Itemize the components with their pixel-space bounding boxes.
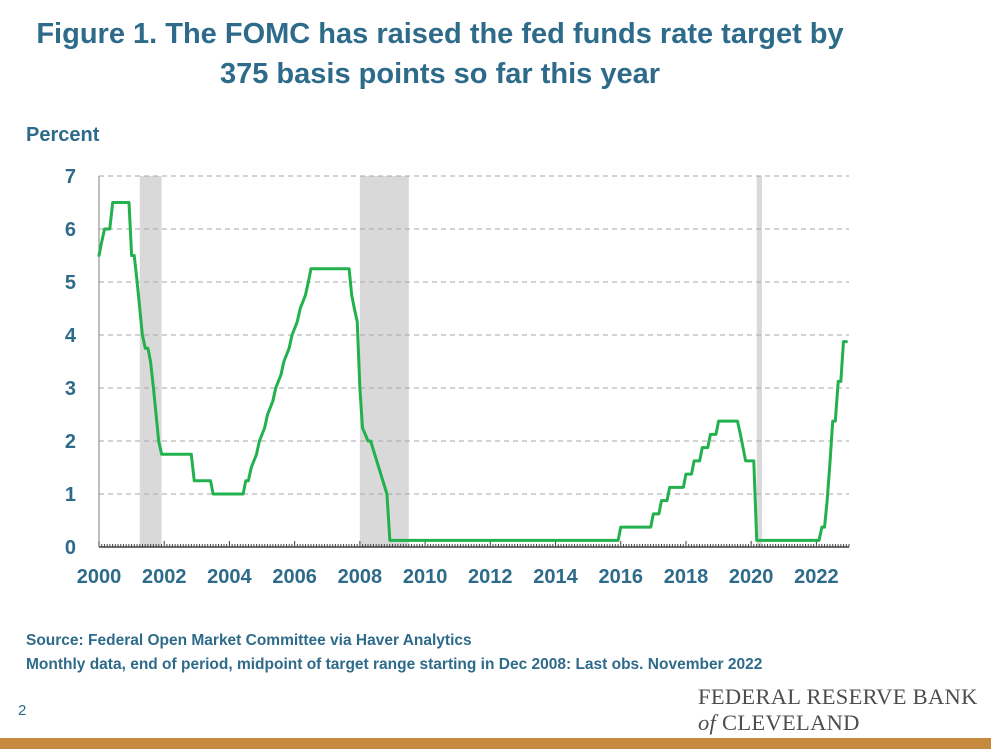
recession-band-2 [359, 176, 409, 547]
x-tick-label-2014: 2014 [533, 566, 578, 588]
page-number: 2 [18, 702, 27, 719]
chart-title: Figure 1. The FOMC has raised the fed fu… [0, 14, 880, 94]
logo-line-1: FEDERAL RESERVE BANK [698, 684, 978, 709]
x-tick-label-2008: 2008 [338, 566, 383, 588]
logo-cleveland: CLEVELAND [722, 710, 860, 735]
x-tick-label-2000: 2000 [77, 566, 122, 588]
x-tick-label-2002: 2002 [142, 566, 187, 588]
x-tick-label-2020: 2020 [729, 566, 774, 588]
y-tick-label-6: 6 [65, 219, 76, 241]
y-tick-label-2: 2 [65, 431, 76, 453]
x-tick-label-2004: 2004 [207, 566, 252, 588]
series-lines [97, 201, 848, 542]
chart-title-line-2: 375 basis points so far this year [219, 58, 660, 90]
source-note: Source: Federal Open Market Committee vi… [26, 632, 472, 649]
x-tick-label-2022: 2022 [794, 566, 839, 588]
x-tick-labels: 2000 2002 2004 2006 2008 2010 2012 2014 2016 2018… [77, 566, 839, 588]
y-tick-label-1: 1 [65, 484, 76, 506]
fed-funds-chart: Percent 0 1 2 3 4 5 6 7 2000 2002 2004 2006 2008 201… [26, 124, 850, 588]
y-tick-label-4: 4 [65, 325, 77, 347]
y-tick-label-5: 5 [65, 272, 76, 294]
gridlines [99, 175, 849, 495]
federal-reserve-logo: FEDERAL RESERVE BANK of CLEVELAND [698, 684, 978, 736]
y-tick-labels: 0 1 2 3 4 5 6 7 [65, 166, 77, 559]
recession-band-3 [756, 176, 762, 547]
fed-funds-rate-line [97, 201, 848, 542]
y-tick-label-0: 0 [65, 537, 76, 559]
x-tick-label-2018: 2018 [664, 566, 709, 588]
x-tick-label-2010: 2010 [403, 566, 448, 588]
axes [98, 176, 850, 548]
x-tick-label-2006: 2006 [272, 566, 317, 588]
data-note: Monthly data, end of period, midpoint of… [26, 656, 763, 673]
chart-title-line-1: Figure 1. The FOMC has raised the fed fu… [36, 18, 844, 50]
footer-bar [0, 738, 991, 749]
x-tick-label-2012: 2012 [468, 566, 513, 588]
y-tick-label-7: 7 [65, 166, 76, 188]
y-axis-label: Percent [26, 124, 100, 146]
y-tick-label-3: 3 [65, 378, 76, 400]
logo-of: of [698, 710, 717, 735]
x-tick-label-2016: 2016 [598, 566, 643, 588]
logo-line-2: of CLEVELAND [698, 710, 978, 736]
